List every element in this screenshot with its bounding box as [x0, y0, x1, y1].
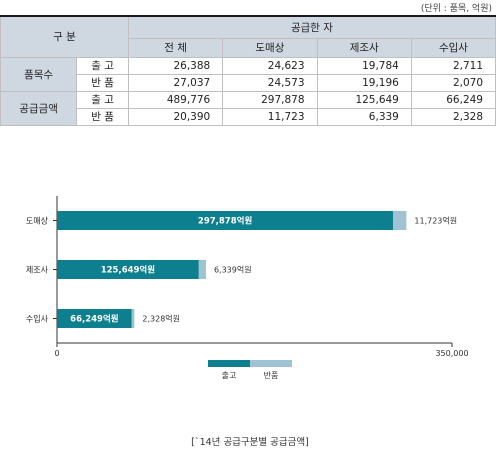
bar-value-label: 297,878억원: [198, 216, 253, 227]
x-tick-label: 350,000: [435, 349, 468, 358]
legend-label: 반품: [264, 371, 279, 380]
supply-table: 구 분 공급한 자 전 체 도매상 제조사 수입사 품목수 출 고 26,388…: [0, 15, 497, 126]
chart-caption: [`14년 공급구분별 공급금액]: [191, 437, 309, 448]
table-row: 공급금액 출 고 489,776 297,878 125,649 66,249: [0, 91, 497, 126]
table-cell: 26,388: [127, 57, 224, 75]
bar-value-label: 66,249억원: [70, 314, 119, 325]
table-cell: 489,776: [127, 91, 224, 109]
bar-return: [393, 211, 407, 230]
table-cell: 297,878: [222, 91, 318, 109]
bar-value-label: 125,649억원: [101, 265, 156, 276]
row-kind: 출 고: [76, 57, 129, 75]
bar-value-label: 6,339억원: [214, 265, 252, 275]
legend-swatch-shipment: [208, 360, 250, 367]
category-label: 제조사: [26, 266, 49, 275]
group-label: 공급금액: [0, 91, 78, 126]
row-kind: 출 고: [76, 91, 129, 109]
legend-label: 출고: [222, 370, 237, 380]
row-kind: 반 품: [76, 74, 129, 92]
bar-value-label: 2,328억원: [142, 314, 180, 324]
category-label: 수입사: [26, 315, 49, 324]
table-cell: 2,328: [410, 108, 497, 126]
bar-return: [198, 260, 206, 279]
bar-shipment: [57, 211, 394, 230]
bar-shipment: [57, 260, 199, 279]
table-row: 반 품 20,390 11,723 6,339 2,328: [1, 108, 497, 126]
category-label: 도매상: [26, 216, 49, 226]
bar-value-label: 11,723억원: [414, 216, 457, 226]
table-row: 반 품 27,037 24,573 19,196 2,070: [1, 74, 497, 92]
table-cell: 19,196: [316, 74, 412, 92]
table-cell: 6,339: [316, 108, 412, 126]
table-cell: 66,249: [410, 91, 497, 109]
bar-return: [131, 309, 135, 328]
supplier-header: 공급한 자: [127, 16, 497, 39]
bar-shipment: [57, 309, 132, 328]
row-kind: 반 품: [76, 108, 129, 126]
table-cell: 11,723: [222, 108, 318, 126]
unit-note: (단위 : 품목, 억원): [420, 4, 492, 14]
x-tick-label: 0: [54, 349, 59, 358]
column-header: 제조사: [316, 38, 412, 58]
column-header: 수입사: [410, 38, 497, 58]
legend-swatch-return: [250, 360, 292, 367]
